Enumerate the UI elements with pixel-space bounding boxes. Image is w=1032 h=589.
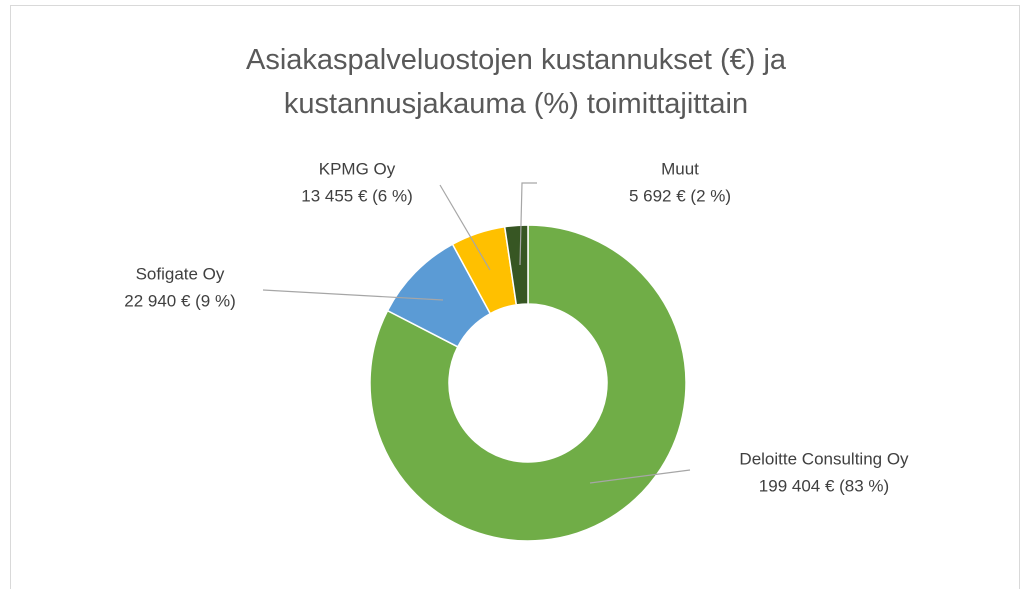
category-label: Sofigate Oy	[136, 264, 225, 283]
chart-title: Asiakaspalveluostojen kustannukset (€) j…	[245, 44, 787, 120]
category-label: KPMG Oy	[319, 159, 396, 178]
leader-line	[589, 469, 691, 484]
category-label: Deloitte Consulting Oy	[739, 449, 909, 468]
leader-line	[262, 289, 444, 301]
data-label: 13 455 € (6 %)	[301, 186, 413, 205]
leader-line	[439, 184, 491, 271]
donut-slice	[503, 224, 529, 306]
leader-line	[519, 182, 537, 266]
data-label: 199 404 € (83 %)	[759, 476, 889, 495]
category-label: Muut	[661, 159, 699, 178]
donut-slice	[369, 224, 687, 542]
data-label: 22 940 € (9 %)	[124, 291, 236, 310]
data-label: 5 692 € (2 %)	[629, 186, 731, 205]
chart-frame	[10, 5, 1020, 589]
